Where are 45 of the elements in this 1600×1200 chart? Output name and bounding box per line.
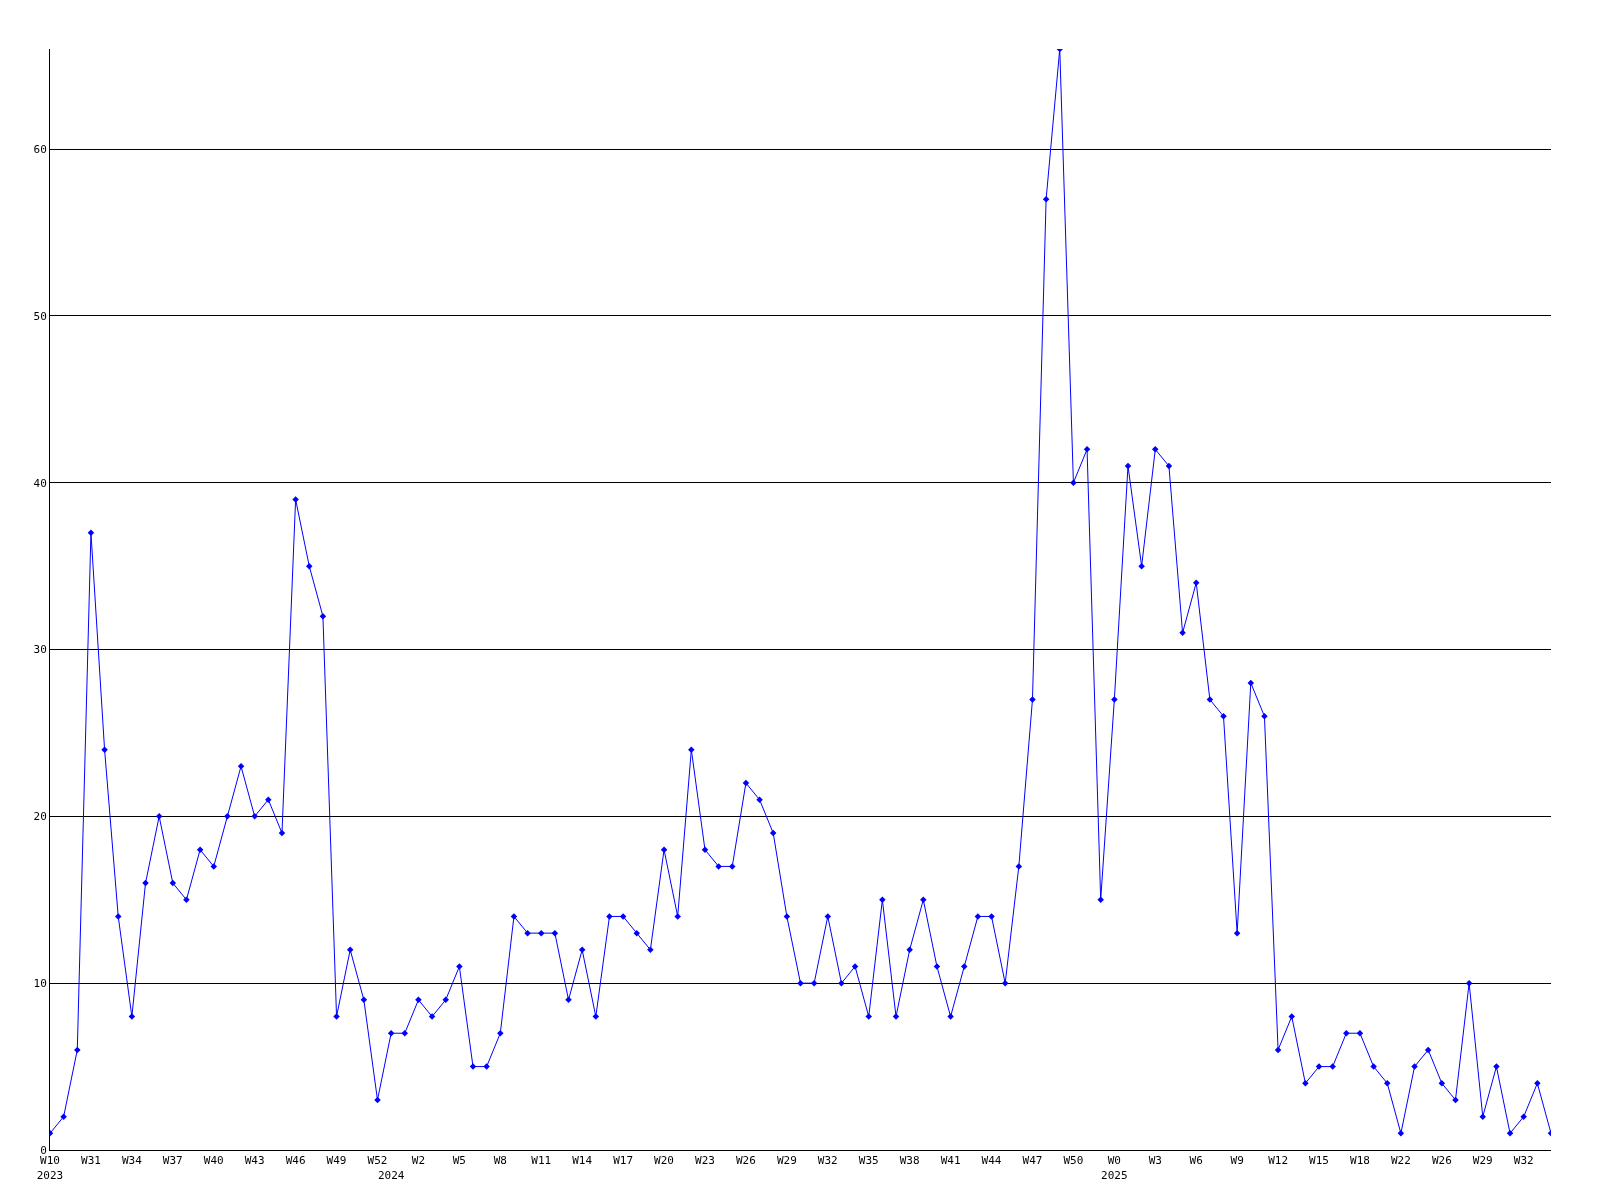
x-tick-label: W41 <box>940 1154 961 1168</box>
x-tick-label: W22 <box>1390 1154 1411 1168</box>
x-tick-label: W12 <box>1268 1154 1289 1168</box>
x-tick-label: W40 <box>203 1154 224 1168</box>
x-tick-label: W3 <box>1148 1154 1162 1168</box>
x-tick-label: W23 <box>695 1154 715 1168</box>
x-tick-label: W32 <box>1513 1154 1534 1168</box>
x-tick-label: W11 <box>531 1154 552 1168</box>
y-tick-label: 10 <box>33 977 47 991</box>
x-tick-label: W35 <box>858 1154 879 1168</box>
x-tick-label: W6 <box>1189 1154 1203 1168</box>
x-tick-label: W10 2023 <box>36 1154 64 1182</box>
x-tick-label: W17 <box>613 1154 634 1168</box>
x-tick-label: W37 <box>162 1154 183 1168</box>
x-tick-label: W29 <box>1472 1154 1493 1168</box>
x-tick-label: W44 <box>981 1154 1002 1168</box>
x-tick-label: W49 <box>326 1154 347 1168</box>
x-tick-label: W0 2025 <box>1101 1154 1128 1182</box>
x-tick-label: W20 <box>654 1154 674 1168</box>
x-tick-label: W26 <box>1431 1154 1452 1168</box>
x-tick-label: W18 <box>1350 1154 1370 1168</box>
x-tick-label: W14 <box>572 1154 593 1168</box>
y-tick-label: 40 <box>33 476 47 490</box>
x-tick-label: W15 <box>1309 1154 1329 1168</box>
y-tick-label: 60 <box>33 142 47 156</box>
x-tick-label: W32 <box>817 1154 838 1168</box>
x-tick-label: W38 <box>899 1154 920 1168</box>
y-tick-label: 30 <box>33 643 47 657</box>
x-tick-label: W29 <box>776 1154 797 1168</box>
y-tick-label: 20 <box>33 810 47 824</box>
x-tick-label: W34 <box>121 1154 143 1168</box>
x-tick-label: W46 <box>285 1154 306 1168</box>
y-tick-label: 0 <box>40 1143 47 1157</box>
x-tick-label: W2 <box>411 1154 426 1168</box>
x-tick-label: 2024 <box>377 1168 405 1182</box>
x-tick-label: W26 <box>735 1154 756 1168</box>
x-tick-label: W31 <box>81 1154 101 1168</box>
x-tick-label: W5 <box>452 1154 466 1168</box>
x-tick-label: W52 <box>367 1154 388 1168</box>
x-tick-label: W8 <box>493 1154 507 1168</box>
x-tick-label: W43 <box>244 1154 265 1168</box>
x-tick-label: W50 <box>1063 1154 1084 1168</box>
x-tick-label: W9 <box>1230 1154 1244 1168</box>
x-tick-label: W47 <box>1022 1154 1043 1168</box>
y-tick-label: 50 <box>33 309 47 323</box>
